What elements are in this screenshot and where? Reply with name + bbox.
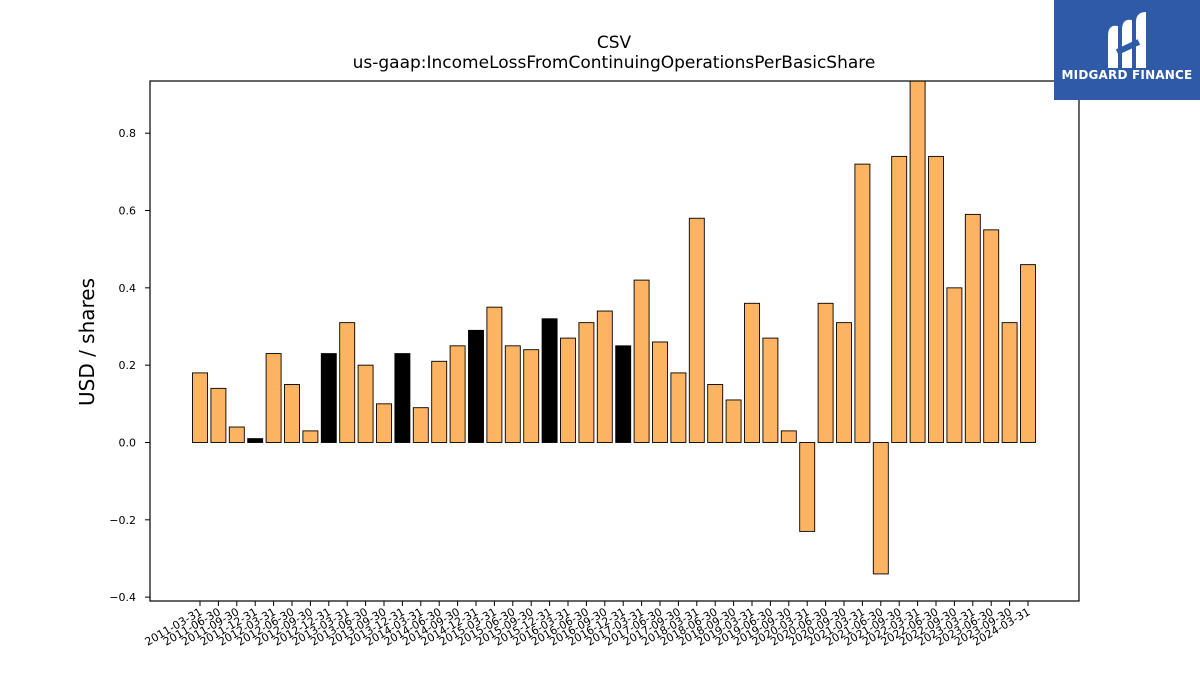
bar xyxy=(596,310,613,443)
bar xyxy=(486,306,503,443)
chart-subtitle: us-gaap:IncomeLossFromContinuingOperatio… xyxy=(353,53,876,73)
bar xyxy=(1020,264,1036,443)
bar xyxy=(339,322,356,443)
bar xyxy=(854,163,871,443)
mf-monogram-icon xyxy=(1108,12,1146,68)
bar xyxy=(468,329,484,443)
bars-layer xyxy=(192,80,1036,575)
bar xyxy=(320,353,337,443)
bar xyxy=(504,345,521,443)
bar xyxy=(192,372,208,443)
bar xyxy=(817,302,834,443)
bar xyxy=(560,337,576,443)
bar xyxy=(1001,322,1018,443)
chart-title: CSV xyxy=(597,33,632,53)
bar xyxy=(412,407,429,443)
bar xyxy=(302,430,319,443)
bar xyxy=(265,353,282,443)
bar xyxy=(652,341,668,443)
bar xyxy=(799,442,816,532)
bar xyxy=(431,360,448,443)
bar xyxy=(707,384,724,443)
brand-name: MIDGARD FINANCE xyxy=(1061,68,1193,82)
y-tick-label: 0.6 xyxy=(119,205,137,218)
y-tick-label: −0.4 xyxy=(109,591,136,604)
y-axis: −0.4 −0.2 0.0 0.2 0.4 0.6 0.8 xyxy=(109,127,150,604)
bar xyxy=(394,353,411,443)
bar xyxy=(357,364,374,443)
bar xyxy=(523,349,540,443)
bar xyxy=(615,345,632,443)
bar xyxy=(909,80,926,443)
bar xyxy=(228,426,245,443)
bar xyxy=(872,442,889,575)
bar xyxy=(376,403,392,443)
y-tick-label: 0.0 xyxy=(119,436,137,449)
y-tick-label: −0.2 xyxy=(109,514,136,527)
bar xyxy=(670,372,687,443)
y-tick-label: 0.4 xyxy=(119,282,137,295)
bar xyxy=(836,322,852,443)
bar xyxy=(762,337,779,443)
bar xyxy=(247,438,264,443)
bar xyxy=(964,213,981,443)
bar xyxy=(983,229,1000,443)
bar xyxy=(688,217,705,443)
y-tick-label: 0.2 xyxy=(119,359,137,372)
y-axis-label: USD / shares xyxy=(75,278,99,406)
bar xyxy=(725,399,742,443)
bar xyxy=(780,430,797,443)
bar xyxy=(284,384,300,443)
x-axis: 2011-03-312011-06-302011-09-302011-12-31… xyxy=(143,601,1033,649)
bar xyxy=(541,318,558,443)
y-tick-label: 0.8 xyxy=(119,127,137,140)
plot-frame xyxy=(149,80,1080,602)
bar xyxy=(578,322,595,443)
bar xyxy=(449,345,466,443)
bar xyxy=(744,302,760,443)
bar xyxy=(210,387,227,443)
bar xyxy=(946,287,963,443)
brand-logo: MIDGARD FINANCE xyxy=(1054,0,1200,100)
bar xyxy=(633,279,650,443)
bar xyxy=(891,155,908,443)
bar xyxy=(928,155,944,443)
